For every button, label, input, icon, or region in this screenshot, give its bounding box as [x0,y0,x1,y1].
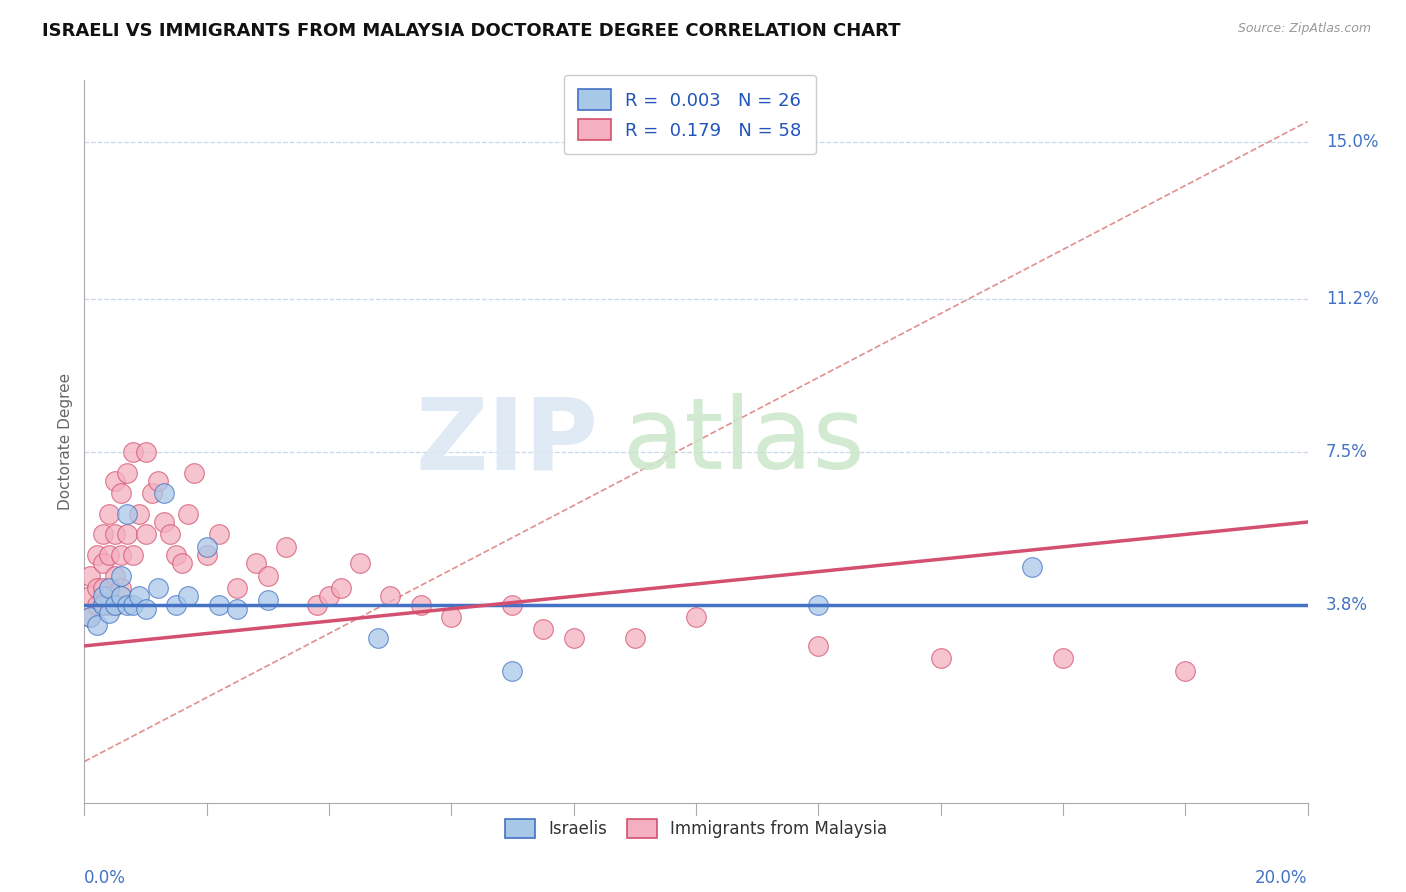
Text: 3.8%: 3.8% [1326,596,1368,614]
Point [86,618,108,632]
Point [531,623,554,637]
Point [502,598,524,612]
Point [183,466,205,480]
Point [502,664,524,678]
Point [257,568,280,582]
Point [153,515,176,529]
Point [135,445,157,459]
Point [159,527,181,541]
Point [929,651,952,665]
Point [97,590,120,604]
Y-axis label: Doctorate Degree: Doctorate Degree [58,373,73,510]
Point [110,486,132,500]
Point [86,548,108,562]
Point [226,601,249,615]
Point [208,598,231,612]
Point [104,568,127,582]
Text: 15.0%: 15.0% [1326,133,1378,152]
Text: ISRAELI VS IMMIGRANTS FROM MALAYSIA DOCTORATE DEGREE CORRELATION CHART: ISRAELI VS IMMIGRANTS FROM MALAYSIA DOCT… [42,22,901,40]
Point [146,474,169,488]
Legend: Israelis, Immigrants from Malaysia: Israelis, Immigrants from Malaysia [498,813,894,845]
Point [110,548,132,562]
Point [79,590,101,604]
Point [165,598,187,612]
Point [91,590,114,604]
Point [79,610,101,624]
Point [97,548,120,562]
Point [1021,560,1043,574]
Text: 0.0%: 0.0% [84,869,127,887]
Point [128,590,150,604]
Point [122,445,145,459]
Point [128,507,150,521]
Point [122,598,145,612]
Point [276,540,298,554]
Point [440,610,463,624]
Point [807,639,830,653]
Point [349,557,371,571]
Point [409,598,432,612]
Point [91,598,114,612]
Point [115,527,138,541]
Point [110,581,132,595]
Point [141,486,163,500]
Point [110,568,132,582]
Point [807,598,830,612]
Point [91,557,114,571]
Point [135,601,157,615]
Point [624,631,647,645]
Point [91,527,114,541]
Point [195,548,218,562]
Point [86,581,108,595]
Point [146,581,169,595]
Text: Source: ZipAtlas.com: Source: ZipAtlas.com [1237,22,1371,36]
Point [79,610,101,624]
Point [245,557,267,571]
Point [91,598,114,612]
Point [367,631,389,645]
Point [91,581,114,595]
Point [104,598,127,612]
Text: atlas: atlas [623,393,865,490]
Point [318,590,340,604]
Point [86,598,108,612]
Point [1052,651,1074,665]
Point [165,548,187,562]
Point [685,610,707,624]
Text: 7.5%: 7.5% [1326,442,1368,461]
Text: 20.0%: 20.0% [1256,869,1308,887]
Point [177,507,200,521]
Point [115,598,138,612]
Point [257,593,280,607]
Point [305,598,328,612]
Point [104,527,127,541]
Point [1174,664,1197,678]
Text: 11.2%: 11.2% [1326,290,1379,308]
Point [330,581,353,595]
Point [97,598,120,612]
Point [122,548,145,562]
Point [97,581,120,595]
Point [104,598,127,612]
Point [380,590,402,604]
Point [115,466,138,480]
Point [135,527,157,541]
Point [97,507,120,521]
Point [226,581,249,595]
Point [195,540,218,554]
Point [177,590,200,604]
Point [110,590,132,604]
Point [153,486,176,500]
Point [104,474,127,488]
Point [115,507,138,521]
Text: ZIP: ZIP [415,393,598,490]
Point [208,527,231,541]
Point [562,631,585,645]
Point [79,568,101,582]
Point [172,557,194,571]
Point [97,606,120,620]
